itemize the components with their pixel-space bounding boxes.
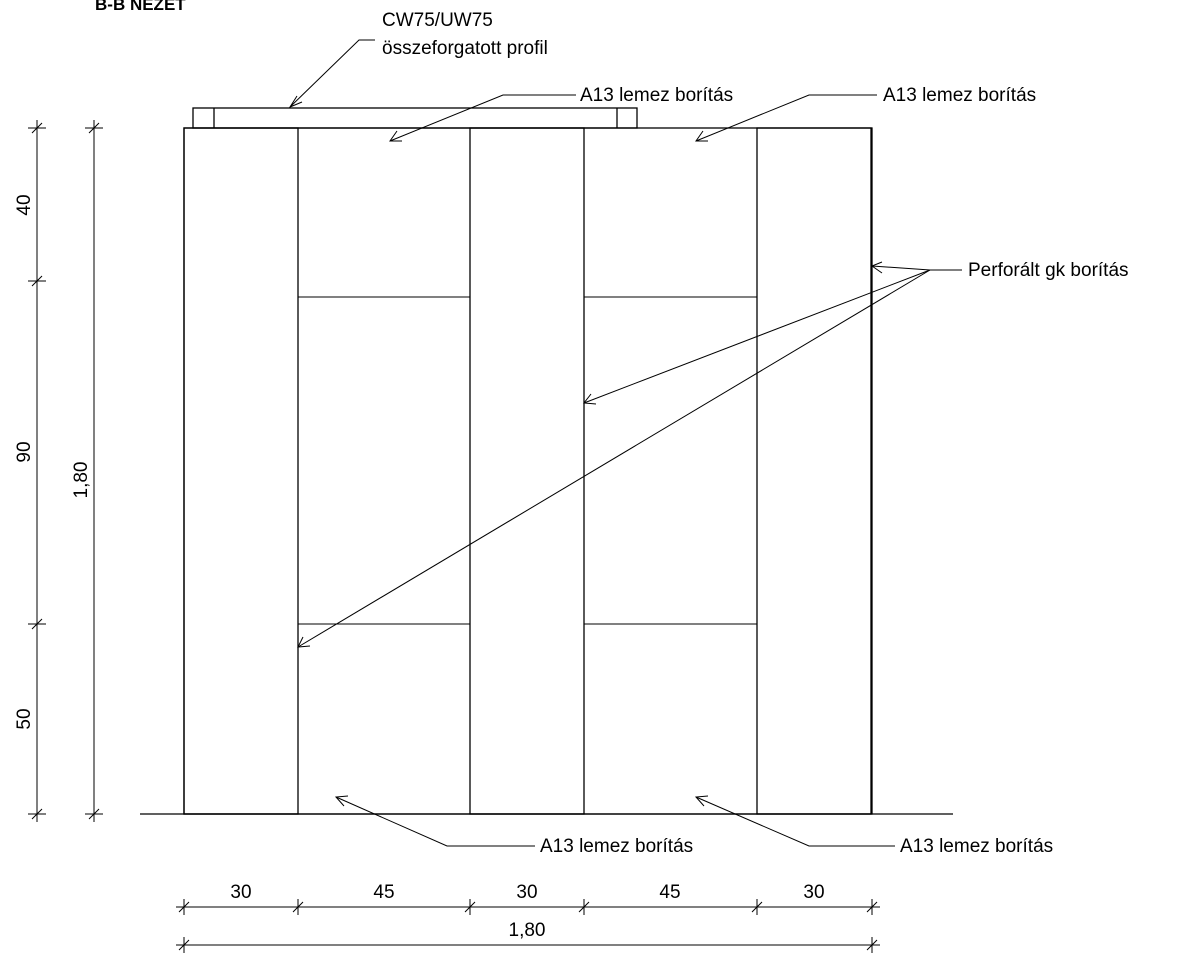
dim-horizontal-5: 30 [803,882,824,903]
top-label-2: A13 lemez borítás [883,85,1036,106]
dim-horizontal-4: 45 [659,882,680,903]
top-label-1: A13 lemez borítás [580,85,733,106]
vertical-dimensions: 40 90 50 1,80 [14,120,103,822]
dim-horizontal-total: 1,80 [509,920,546,941]
view-title: B-B NÉZET [95,0,186,14]
dim-horizontal-2: 45 [373,882,394,903]
dim-horizontal-1: 30 [230,882,251,903]
profile-label-line2: összeforgatott profil [382,38,548,59]
dim-vertical-40: 40 [14,194,35,215]
dim-vertical-50: 50 [14,708,35,729]
panel-joints [298,296,757,625]
bottom-label-1: A13 lemez borítás [540,836,693,857]
leader-lines [288,39,962,847]
perforated-panel-middle [469,127,585,815]
perforated-panel-left [183,127,299,815]
dim-horizontal-3: 30 [516,882,537,903]
profile-label-line1: CW75/UW75 [382,10,493,31]
dim-vertical-90: 90 [14,441,35,462]
perforated-panel-right [756,127,872,815]
wall-outline [183,127,873,815]
dim-vertical-total: 1,80 [71,462,92,499]
bottom-label-2: A13 lemez borítás [900,836,1053,857]
horizontal-dimensions: 30 45 30 45 30 1,80 [176,882,880,953]
top-profile [192,107,638,129]
perforated-label: Perforált gk borítás [968,260,1129,281]
perforated-panels [183,127,872,815]
annotation-labels: CW75/UW75 összeforgatott profil A13 leme… [382,10,1129,857]
